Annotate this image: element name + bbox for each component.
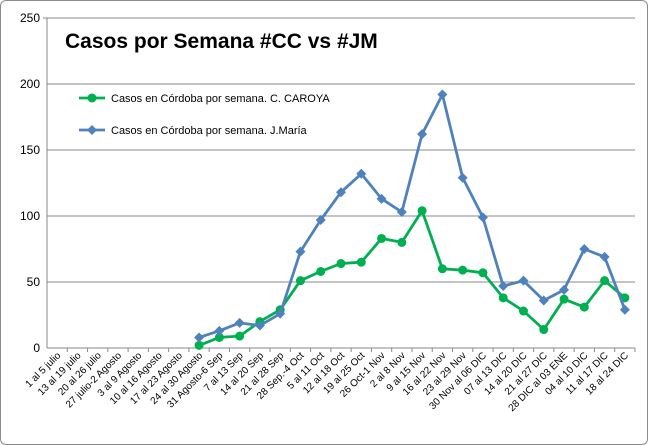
data-point [194,332,205,343]
legend-label-jmaria: Casos en Córdoba por semana. J.María [111,125,308,137]
series-lines [194,89,630,350]
data-point [559,294,569,304]
y-tick-label-250: 250 [20,11,40,25]
data-point [356,257,366,267]
series-line-1 [197,93,627,339]
y-tick-label-50: 50 [27,275,41,289]
data-point [600,276,610,286]
axes [43,17,636,352]
data-point [417,206,427,216]
data-point [194,340,204,350]
data-point [579,302,589,312]
legend-swatch-marker-caroya [87,93,97,103]
legend-label-caroya: Casos en Córdoba por semana. C. CAROYA [111,93,330,105]
data-point [417,129,428,140]
y-tick-label-0: 0 [33,341,40,355]
data-point [254,320,265,331]
data-point [316,266,326,276]
data-point [397,237,407,247]
data-point [356,168,367,179]
data-point [539,325,549,335]
data-point [458,265,468,275]
data-point [377,233,387,243]
data-point [437,89,448,100]
data-point [478,268,488,278]
data-point [235,331,245,341]
data-point [275,308,286,319]
data-point [619,304,630,315]
data-point [315,214,326,225]
data-point [498,293,508,303]
y-tick-label-150: 150 [20,143,40,157]
y-tick-label-100: 100 [20,209,40,223]
data-point [457,172,468,183]
chart-title: Casos por Semana #CC vs #JM [65,30,378,53]
data-point [295,246,306,257]
data-point [376,193,387,204]
data-point [559,284,570,295]
data-point [437,264,447,274]
y-tick-label-200: 200 [20,77,40,91]
data-point [214,325,225,336]
data-point [234,317,245,328]
series-line-0 [197,209,627,347]
data-point [336,187,346,198]
data-point [396,207,407,218]
data-point [518,275,529,286]
data-point [538,295,549,306]
data-point [599,251,610,262]
legend: Casos en Córdoba por semana. C. CAROYA C… [79,93,330,137]
y-tick-labels: 0 50 100 150 200 250 [20,11,40,355]
data-point [579,244,590,254]
data-point [518,306,528,316]
data-point [295,276,305,286]
data-point [477,212,488,223]
legend-swatch-marker-jmaria [87,125,97,135]
data-point [498,280,509,291]
gridlines [47,17,635,283]
data-point [214,332,224,342]
data-point [336,259,346,269]
